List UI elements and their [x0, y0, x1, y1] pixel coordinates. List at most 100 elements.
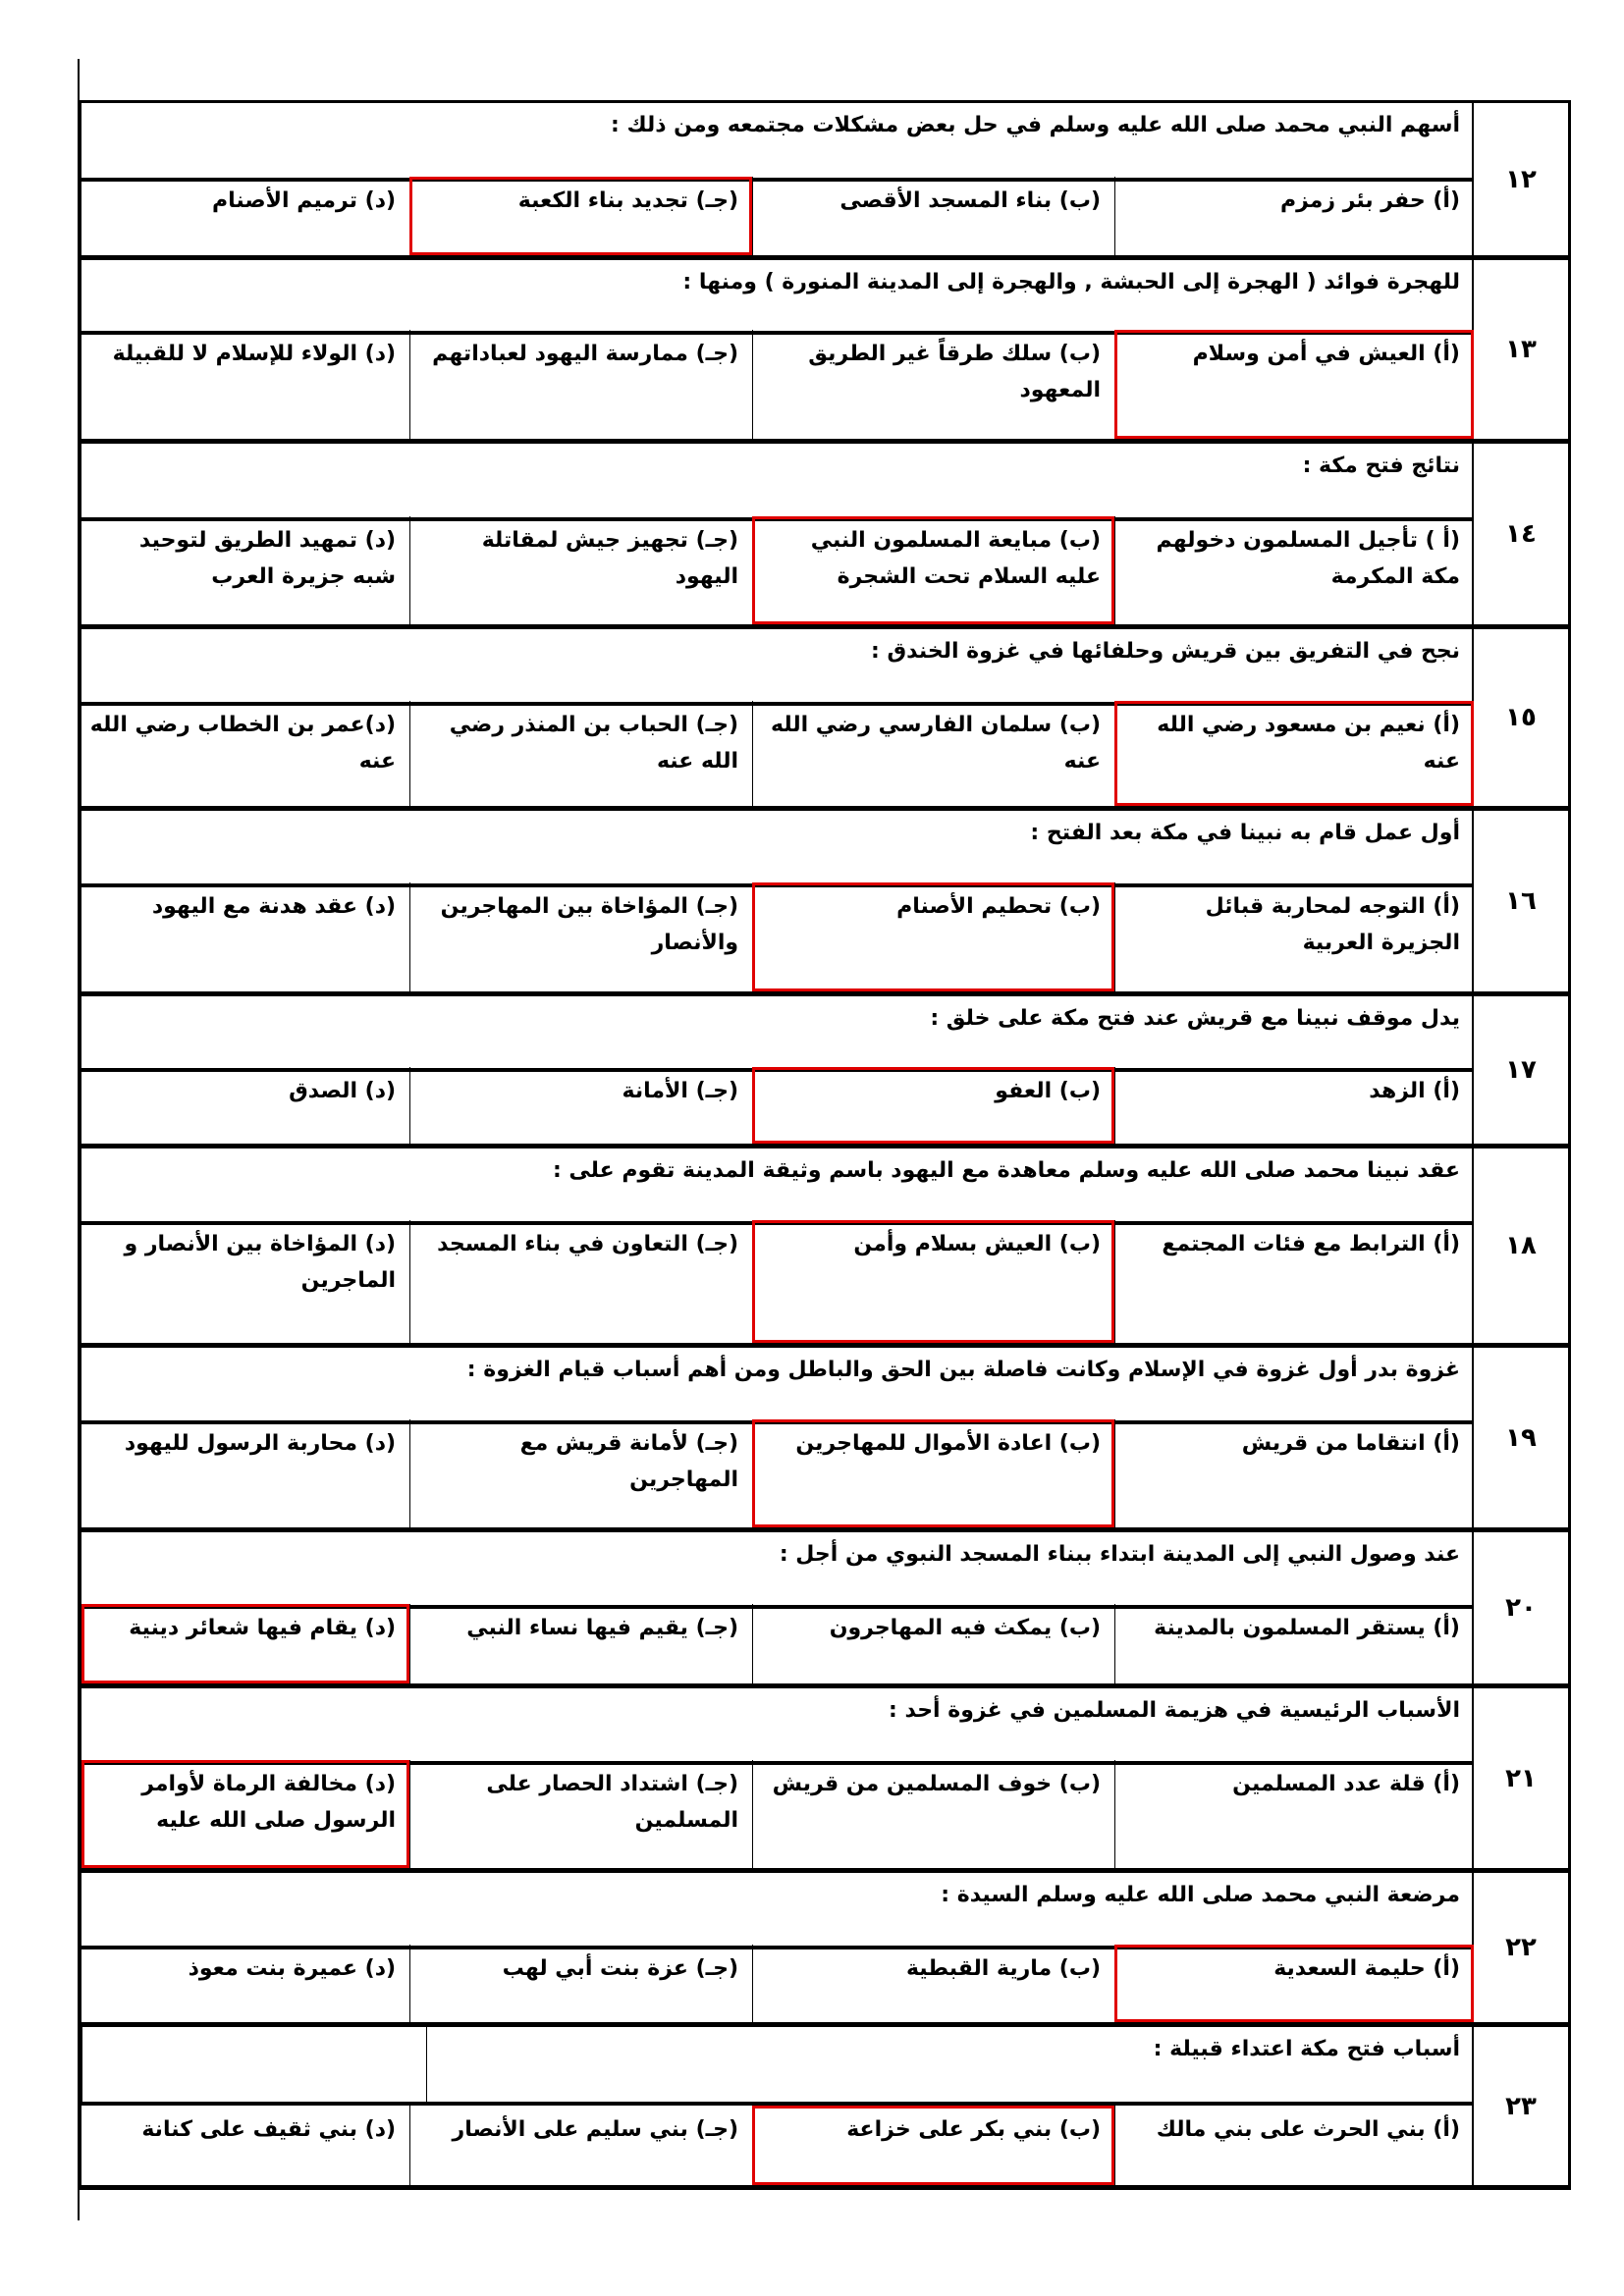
question-row: ١٦ أول عمل قام به نبينا في مكة بعد الفتح … — [81, 811, 1568, 996]
option-cell: (أ) الترابط مع فئات المجتمع — [1114, 1220, 1474, 1343]
option-cell: (أ ) تأجيل المسلمون دخولهم مكة المكرمة — [1114, 516, 1474, 624]
option-cell: (أ) الزهد — [1114, 1067, 1474, 1144]
options-row: (أ) يستقر المسلمون بالمدينة (ب) يمكث فيه … — [81, 1604, 1474, 1683]
option-cell: (ب) بناء المسجد الأقصى — [752, 177, 1114, 255]
question-row: ١٢ أسهم النبي محمد صلى الله عليه وسلم في … — [81, 103, 1568, 260]
options-row: (أ) الزهد (ب) العفو (جـ) الأمانة (د) الصدق — [81, 1067, 1474, 1144]
question-text: غزوة بدر أول غزوة في الإسلام وكانت فاصلة… — [81, 1348, 1474, 1424]
option-cell-selected-answer: (ب) العيش بسلام وأمن — [752, 1220, 1115, 1343]
option-cell: (ب) يمكث فيه المهاجرون — [752, 1604, 1114, 1683]
option-cell: (جـ) عزة بنت أبي لهب — [409, 1945, 752, 2022]
question-text: أسهم النبي محمد صلى الله عليه وسلم في حل… — [81, 103, 1474, 182]
question-number: ١٤ — [1472, 444, 1568, 624]
option-cell: (د) عميرة بنت معوذ — [188, 1956, 397, 1981]
options-row: (أ) العيش في أمن وسلام (ب) سلك طرقاً غير … — [81, 330, 1474, 439]
empty-cells — [81, 2027, 756, 2102]
question-row: ٢٢ مرضعة النبي محمد صلى الله عليه وسلم ال… — [81, 1873, 1568, 2027]
option-cell-selected-answer: (جـ) تجديد بناء الكعبة — [409, 177, 753, 255]
question-label: عند وصول النبي إلى المدينة ابتداء ببناء … — [779, 1542, 1460, 1567]
question-text: عند وصول النبي إلى المدينة ابتداء ببناء … — [81, 1532, 1474, 1609]
option-cell: (د) المؤاخاة بين الأنصار و الماجرين — [124, 1232, 397, 1293]
option-cell-selected-answer: (د) يقام فيها شعائر دينية — [81, 1604, 410, 1683]
option-cell: (ب) خوف المسلمين من قريش — [752, 1760, 1114, 1868]
question-label: أسهم النبي محمد صلى الله عليه وسلم في حل… — [611, 113, 1460, 137]
option-cell: (د) الولاء للإسلام لا للقبيلة — [112, 342, 397, 366]
question-text: للهجرة فوائد ( الهجرة إلى الحبشة , والهج… — [81, 260, 1474, 335]
option-cell: (جـ) يقيم فيها نساء النبي — [409, 1604, 752, 1683]
question-row: ٢١ الأسباب الرئيسية في هزيمة المسلمين في … — [81, 1688, 1568, 1873]
option-cell: (د) الصدق — [289, 1079, 397, 1103]
option-cell-selected-answer: (أ) حليمة السعدية — [1114, 1945, 1474, 2022]
option-cell: (أ) حفر بئر زمزم — [1114, 177, 1474, 255]
question-number: ١٦ — [1472, 811, 1568, 991]
option-cell-selected-answer: (ب) اعادة الأموال للمهاجرين — [752, 1419, 1115, 1527]
option-cell-selected-answer: (ب) بني بكر على خزاعة — [752, 2106, 1115, 2185]
question-text: أول عمل قام به نبينا في مكة بعد الفتح : — [81, 811, 1474, 887]
option-cell: (أ) التوجه لمحاربة قبائل الجزيرة العربية — [1114, 882, 1474, 991]
option-cell: (د) بني ثقيف على كنانة — [141, 2117, 397, 2142]
options-row: (أ) الترابط مع فئات المجتمع (ب) العيش بسل… — [81, 1220, 1474, 1343]
question-row: ٢٠ عند وصول النبي إلى المدينة ابتداء ببنا… — [81, 1532, 1568, 1688]
question-text: مرضعة النبي محمد صلى الله عليه وسلم السي… — [81, 1873, 1474, 1949]
question-table: ١٢ أسهم النبي محمد صلى الله عليه وسلم في … — [79, 100, 1571, 2190]
option-cell: (د) محاربة الرسول لليهود — [124, 1431, 397, 1456]
option-cell-selected-answer: (ب) تحطيم الأصنام — [752, 882, 1115, 991]
question-label: يدل موقف نبينا مع قريش عند فتح مكة على خ… — [930, 1006, 1460, 1031]
question-row: ١٨ عقد نبينا محمد صلى الله عليه وسلم معاه… — [81, 1148, 1568, 1348]
options-row: (أ) بني الحرث على بني مالك (ب) بني بكر عل… — [81, 2106, 1474, 2185]
question-text: يدل موقف نبينا مع قريش عند فتح مكة على خ… — [81, 996, 1474, 1072]
question-row: ١٧ يدل موقف نبينا مع قريش عند فتح مكة على… — [81, 996, 1568, 1148]
question-label: غزوة بدر أول غزوة في الإسلام وكانت فاصلة… — [466, 1358, 1460, 1382]
question-row: ١٣ للهجرة فوائد ( الهجرة إلى الحبشة , وال… — [81, 260, 1568, 444]
option-cell: (د)عمر بن الخطاب رضي الله عنه — [89, 713, 397, 774]
question-number: ١٣ — [1472, 260, 1568, 439]
option-cell: (أ) يستقر المسلمون بالمدينة — [1114, 1604, 1474, 1683]
question-number: ٢٠ — [1472, 1532, 1568, 1683]
option-cell: (د) عقد هدنة مع اليهود — [151, 894, 397, 919]
question-text: نتائج فتح مكة : — [81, 444, 1474, 521]
question-number: ١٨ — [1472, 1148, 1568, 1343]
option-cell: (جـ) الحباب بن المنذر رضي الله عنه — [409, 701, 752, 806]
question-text: نجح في التفريق بين قريش وحلفائها في غزوة… — [81, 629, 1474, 706]
question-text: أسباب فتح مكة اعتداء قبيلة : — [81, 2027, 1474, 2106]
option-cell: (جـ) التعاون في بناء المسجد — [409, 1220, 752, 1343]
options-row: (أ ) تأجيل المسلمون دخولهم مكة المكرمة (ب… — [81, 516, 1474, 624]
option-cell: (جـ) ممارسة اليهود لعباداتهم — [409, 330, 752, 439]
option-cell-selected-answer: (أ) العيش في أمن وسلام — [1114, 330, 1474, 439]
question-number: ٢١ — [1472, 1688, 1568, 1868]
option-cell-selected-answer: (أ) نعيم بن مسعود رضي الله عنه — [1114, 701, 1474, 806]
options-row: (أ) حليمة السعدية (ب) مارية القبطية (جـ) ع… — [81, 1945, 1474, 2022]
options-row: (أ) حفر بئر زمزم (ب) بناء المسجد الأقصى (ج… — [81, 177, 1474, 255]
option-cell: (جـ) بني سليم على الأنصار — [409, 2106, 752, 2185]
question-row: ١٥ نجح في التفريق بين قريش وحلفائها في غز… — [81, 629, 1568, 811]
option-cell-selected-answer: (د) مخالفة الرماة لأوامر الرسول صلى الله… — [81, 1760, 410, 1868]
question-row: ١٤ نتائج فتح مكة : (أ ) تأجيل المسلمون دخو… — [81, 444, 1568, 629]
question-number: ١٧ — [1472, 996, 1568, 1144]
options-row: (أ) انتقاما من قريش (ب) اعادة الأموال للم… — [81, 1419, 1474, 1527]
question-number: ٢٣ — [1472, 2027, 1568, 2185]
option-cell: (أ) قلة عدد المسلمين — [1114, 1760, 1474, 1868]
option-cell: (جـ) الأمانة — [409, 1067, 752, 1144]
question-label: أسباب فتح مكة اعتداء قبيلة : — [1153, 2037, 1460, 2061]
option-cell: (ب) سلك طرقاً غير الطريق المعهود — [752, 330, 1114, 439]
question-number: ١٢ — [1472, 103, 1568, 255]
option-cell: (جـ) لأمانة قريش مع المهاجرين — [409, 1419, 752, 1527]
option-cell: (ب) مارية القبطية — [752, 1945, 1114, 2022]
option-cell: (د) ترميم الأصنام — [211, 188, 397, 213]
question-row: ١٩ غزوة بدر أول غزوة في الإسلام وكانت فاص… — [81, 1348, 1568, 1532]
question-number: ٢٢ — [1472, 1873, 1568, 2022]
option-cell: (أ) بني الحرث على بني مالك — [1114, 2106, 1474, 2185]
option-cell: (د) تمهيد الطريق لتوحيد شبه جزيرة العرب — [138, 528, 397, 589]
options-row: (أ) نعيم بن مسعود رضي الله عنه (ب) سلمان … — [81, 701, 1474, 806]
option-cell-selected-answer: (ب) مبايعة المسلمون النبي عليه السلام تح… — [752, 516, 1115, 624]
question-text: عقد نبينا محمد صلى الله عليه وسلم معاهدة… — [81, 1148, 1474, 1225]
options-row: (أ) التوجه لمحاربة قبائل الجزيرة العربية… — [81, 882, 1474, 991]
question-number: ١٩ — [1472, 1348, 1568, 1527]
option-cell-selected-answer: (ب) العفو — [752, 1067, 1115, 1144]
question-label: نتائج فتح مكة : — [1302, 454, 1460, 478]
option-cell: (جـ) تجهيز جيش لمقاتلة اليهود — [409, 516, 752, 624]
question-label: للهجرة فوائد ( الهجرة إلى الحبشة , والهج… — [682, 270, 1460, 294]
option-cell: (أ) انتقاما من قريش — [1114, 1419, 1474, 1527]
options-row: (أ) قلة عدد المسلمين (ب) خوف المسلمين من … — [81, 1760, 1474, 1868]
question-label: أول عمل قام به نبينا في مكة بعد الفتح : — [1030, 821, 1460, 845]
